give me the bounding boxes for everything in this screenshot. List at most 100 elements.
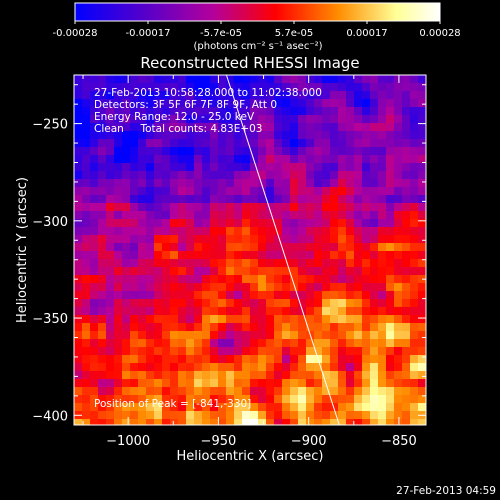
heatmap-cell <box>194 179 202 187</box>
heatmap-cell <box>106 251 114 259</box>
heatmap-cell <box>154 267 162 275</box>
heatmap-cell <box>202 83 210 91</box>
heatmap-cell <box>298 291 306 299</box>
heatmap-cell <box>114 387 122 395</box>
heatmap-cell <box>154 371 162 379</box>
heatmap-cell <box>98 379 106 387</box>
heatmap-cell <box>354 331 362 339</box>
heatmap-cell <box>234 267 242 275</box>
heatmap-cell <box>130 275 138 283</box>
heatmap-cell <box>170 219 178 227</box>
heatmap-cell <box>154 203 162 211</box>
heatmap-cell <box>106 355 114 363</box>
heatmap-cell <box>298 419 306 425</box>
heatmap-cell <box>138 123 146 131</box>
heatmap-cell <box>410 371 418 379</box>
heatmap-cell <box>210 179 218 187</box>
heatmap-cell <box>338 123 346 131</box>
heatmap-cell <box>298 83 306 91</box>
heatmap-cell <box>274 187 282 195</box>
heatmap-cell <box>114 99 122 107</box>
heatmap-cell <box>82 115 90 123</box>
heatmap-cell <box>234 131 242 139</box>
heatmap-cell <box>234 155 242 163</box>
heatmap-cell <box>130 227 138 235</box>
heatmap-cell <box>298 267 306 275</box>
heatmap-cell <box>202 307 210 315</box>
heatmap-cell <box>162 227 170 235</box>
heatmap-cell <box>82 315 90 323</box>
heatmap-cell <box>186 163 194 171</box>
heatmap-cell <box>146 147 154 155</box>
heatmap-cell <box>274 123 282 131</box>
heatmap-cell <box>394 99 402 107</box>
heatmap-cell <box>210 299 218 307</box>
heatmap-cell <box>250 403 258 411</box>
heatmap-cell <box>410 171 418 179</box>
heatmap-cell <box>378 371 386 379</box>
heatmap-cell <box>274 403 282 411</box>
heatmap-cell <box>354 419 362 425</box>
heatmap-cell <box>210 131 218 139</box>
heatmap-cell <box>314 211 322 219</box>
heatmap-cell <box>82 163 90 171</box>
heatmap-cell <box>146 355 154 363</box>
heatmap-cell <box>338 315 346 323</box>
heatmap-cell <box>418 299 426 307</box>
heatmap-cell <box>306 179 314 187</box>
heatmap-cell <box>234 259 242 267</box>
heatmap-cell <box>90 131 98 139</box>
heatmap-cell <box>98 75 106 83</box>
heatmap-cell <box>98 155 106 163</box>
heatmap-cell <box>386 379 394 387</box>
heatmap-cell <box>146 371 154 379</box>
heatmap-cell <box>418 403 426 411</box>
heatmap-cell <box>114 371 122 379</box>
heatmap-cell <box>194 355 202 363</box>
heatmap-cell <box>154 347 162 355</box>
heatmap-cell <box>266 75 274 83</box>
heatmap-cell <box>154 115 162 123</box>
heatmap-cell <box>378 83 386 91</box>
heatmap-cell <box>178 379 186 387</box>
heatmap-cell <box>74 171 82 179</box>
heatmap-cell <box>314 91 322 99</box>
heatmap-cell <box>114 331 122 339</box>
heatmap-cell <box>370 131 378 139</box>
heatmap-cell <box>226 387 234 395</box>
heatmap-cell <box>234 115 242 123</box>
heatmap-cell <box>74 283 82 291</box>
heatmap-cell <box>138 195 146 203</box>
heatmap-cell <box>290 371 298 379</box>
heatmap-cell <box>194 387 202 395</box>
heatmap-cell <box>258 267 266 275</box>
heatmap-cell <box>362 283 370 291</box>
heatmap-cell <box>106 123 114 131</box>
heatmap-cell <box>98 355 106 363</box>
heatmap-cell <box>98 307 106 315</box>
heatmap-cell <box>394 235 402 243</box>
heatmap-cell <box>114 379 122 387</box>
heatmap-cell <box>122 299 130 307</box>
heatmap-cell <box>418 323 426 331</box>
heatmap-cell <box>282 235 290 243</box>
heatmap-cell <box>138 387 146 395</box>
heatmap-cell <box>218 387 226 395</box>
heatmap-cell <box>82 379 90 387</box>
heatmap-cell <box>266 179 274 187</box>
heatmap-cell <box>354 371 362 379</box>
heatmap-cell <box>354 211 362 219</box>
heatmap-cell <box>114 123 122 131</box>
heatmap-cell <box>170 155 178 163</box>
heatmap-cell <box>122 331 130 339</box>
heatmap-cell <box>322 395 330 403</box>
heatmap-cell <box>218 371 226 379</box>
heatmap-cell <box>90 91 98 99</box>
heatmap-cell <box>410 259 418 267</box>
heatmap-cell <box>154 323 162 331</box>
heatmap-cell <box>218 115 226 123</box>
heatmap-cell <box>170 259 178 267</box>
heatmap-cell <box>202 395 210 403</box>
heatmap-cell <box>298 147 306 155</box>
heatmap-cell <box>122 243 130 251</box>
